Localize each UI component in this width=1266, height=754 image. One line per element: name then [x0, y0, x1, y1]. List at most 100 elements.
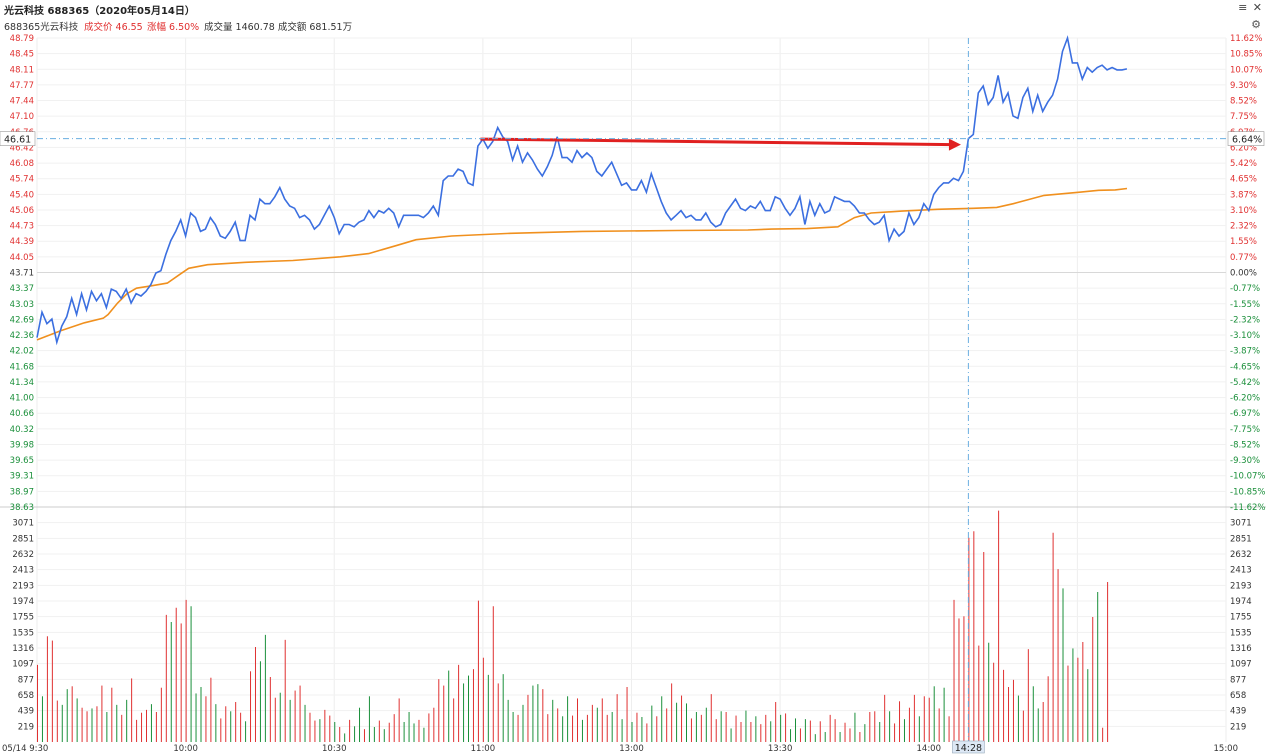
volume-tick-label-right: 439 — [1230, 707, 1246, 717]
percent-tick-label: 10.85% — [1230, 50, 1262, 60]
percent-tick-label: -10.85% — [1230, 487, 1265, 497]
trend-arrow — [480, 137, 961, 151]
percent-tick-label: -7.75% — [1230, 425, 1260, 435]
volume-tick-label-right: 877 — [1230, 675, 1246, 685]
percent-tick-label: 5.42% — [1230, 159, 1257, 169]
time-tick-label: 14:00 — [917, 744, 942, 754]
change-label: 涨幅 6.50% — [147, 22, 200, 33]
price-tick-label: 38.97 — [10, 487, 34, 497]
settings-icon[interactable]: ⚙ — [1251, 18, 1261, 31]
price-tick-label: 42.36 — [10, 331, 34, 341]
volume-tick-label-left: 1097 — [12, 660, 34, 670]
percent-tick-label: 0.77% — [1230, 253, 1257, 263]
price-tick-label: 43.71 — [10, 269, 34, 279]
percent-tick-label: -6.20% — [1230, 394, 1260, 404]
price-tick-label: 41.00 — [10, 394, 34, 404]
close-icon[interactable]: ✕ — [1252, 1, 1262, 14]
time-tick-label: 13:00 — [619, 744, 644, 754]
price-tick-label: 41.68 — [10, 362, 34, 372]
price-tick-label: 47.77 — [10, 81, 34, 91]
time-axis: 05/14 9:30 10:00 10:30 11:00 13:00 13:30 14:00… — [2, 744, 1238, 754]
volume-tick-label-right: 2413 — [1230, 566, 1252, 576]
time-tick-label: 05/14 9:30 — [2, 744, 48, 754]
price-tick-label: 40.32 — [10, 425, 34, 435]
volume-tick-label-right: 658 — [1230, 691, 1246, 701]
volume-tick-label-right: 3071 — [1230, 519, 1252, 529]
volume-tick-label-right: 2851 — [1230, 534, 1252, 544]
percent-tick-label: 0.00% — [1230, 269, 1257, 279]
price-tick-label: 45.06 — [10, 206, 34, 216]
crosshair-price-box — [0, 131, 36, 146]
volume-tick-label-left: 2851 — [12, 534, 34, 544]
volume-tick-label-left: 2413 — [12, 566, 34, 576]
volume-tick-label-left: 3071 — [12, 519, 34, 529]
time-tick-label: 11:00 — [471, 744, 496, 754]
price-tick-label: 46.42 — [10, 143, 34, 153]
volume-tick-label-right: 1097 — [1230, 660, 1252, 670]
volume-tick-label-left: 877 — [18, 675, 34, 685]
percent-tick-label: -5.42% — [1230, 378, 1260, 388]
price-tick-label: 47.10 — [10, 112, 34, 122]
volume-tick-label-left: 658 — [18, 691, 34, 701]
price-tick-label: 43.03 — [10, 300, 34, 310]
price-tick-label: 48.45 — [10, 50, 34, 60]
price-tick-label: 42.02 — [10, 347, 34, 357]
percent-tick-label: -6.97% — [1230, 409, 1260, 419]
price-tick-label: 39.65 — [10, 456, 34, 466]
volume-label: 成交量 1460.78 成交额 681.51万 — [204, 22, 353, 33]
percent-tick-label: 3.87% — [1230, 190, 1257, 200]
price-tick-label: 48.11 — [10, 65, 34, 75]
price-tick-label: 39.98 — [10, 440, 34, 450]
title-bar: 光云科技 688365（2020年05月14日） ≡ ✕ — [0, 0, 1266, 17]
price-tick-label: 44.39 — [10, 237, 34, 247]
percent-tick-label: 8.52% — [1230, 97, 1257, 107]
price-tick-label: 38.63 — [10, 503, 34, 513]
volume-tick-label-left: 1535 — [12, 628, 34, 638]
percent-tick-label: 1.55% — [1230, 237, 1257, 247]
percent-tick-label: -2.32% — [1230, 315, 1260, 325]
volume-bars — [37, 510, 1109, 742]
volume-tick-label-right: 1755 — [1230, 613, 1252, 623]
price-tick-label: 44.05 — [10, 253, 34, 263]
percent-tick-label: -4.65% — [1230, 362, 1260, 372]
volume-tick-label-right: 1535 — [1230, 628, 1252, 638]
volume-tick-label-right: 2632 — [1230, 550, 1252, 560]
price-tick-label: 42.69 — [10, 315, 34, 325]
price-label: 成交价 46.55 — [84, 22, 143, 33]
percent-tick-label: 10.07% — [1230, 65, 1262, 75]
menu-icon[interactable]: ≡ — [1238, 1, 1248, 14]
percent-tick-label: -0.77% — [1230, 284, 1260, 294]
price-tick-label: 43.37 — [10, 284, 34, 294]
volume-tick-label-left: 219 — [18, 722, 34, 732]
volume-tick-label-left: 1316 — [12, 644, 34, 654]
price-tick-label: 41.34 — [10, 378, 34, 388]
time-tick-label: 13:30 — [768, 744, 793, 754]
volume-tick-label-right: 1974 — [1230, 597, 1252, 607]
percent-tick-label: -10.07% — [1230, 472, 1265, 482]
window-title: 光云科技 688365（2020年05月14日） — [4, 6, 195, 17]
arrow-head — [948, 138, 961, 151]
price-tick-label: 45.74 — [10, 175, 34, 185]
price-tick-label: 44.73 — [10, 222, 34, 232]
price-tick-label: 45.40 — [10, 190, 34, 200]
crosshair-pct-box — [1227, 131, 1265, 146]
volume-tick-label-right: 2193 — [1230, 581, 1252, 591]
percent-tick-label: -1.55% — [1230, 300, 1260, 310]
price-line — [36, 35, 1128, 346]
time-tick-label: 10:00 — [173, 744, 198, 754]
price-axis: 48.7948.4548.1147.7747.4447.1046.7646.42… — [10, 34, 34, 513]
price-tick-label: 39.31 — [10, 472, 34, 482]
percent-tick-label: -8.52% — [1230, 440, 1260, 450]
percent-tick-label: -11.62% — [1230, 503, 1265, 513]
percent-tick-label: 6.20% — [1230, 143, 1257, 153]
time-tick-label: 10:30 — [322, 744, 347, 754]
avg-price-line — [36, 187, 1128, 341]
crosshair-pct: 6.64% — [1232, 135, 1262, 146]
percent-tick-label: 11.62% — [1230, 34, 1262, 44]
price-tick-label: 46.08 — [10, 159, 34, 169]
percent-tick-label: 7.75% — [1230, 112, 1257, 122]
percent-tick-label: 9.30% — [1230, 81, 1257, 91]
grid — [0, 37, 1266, 742]
volume-tick-label-left: 1755 — [12, 613, 34, 623]
